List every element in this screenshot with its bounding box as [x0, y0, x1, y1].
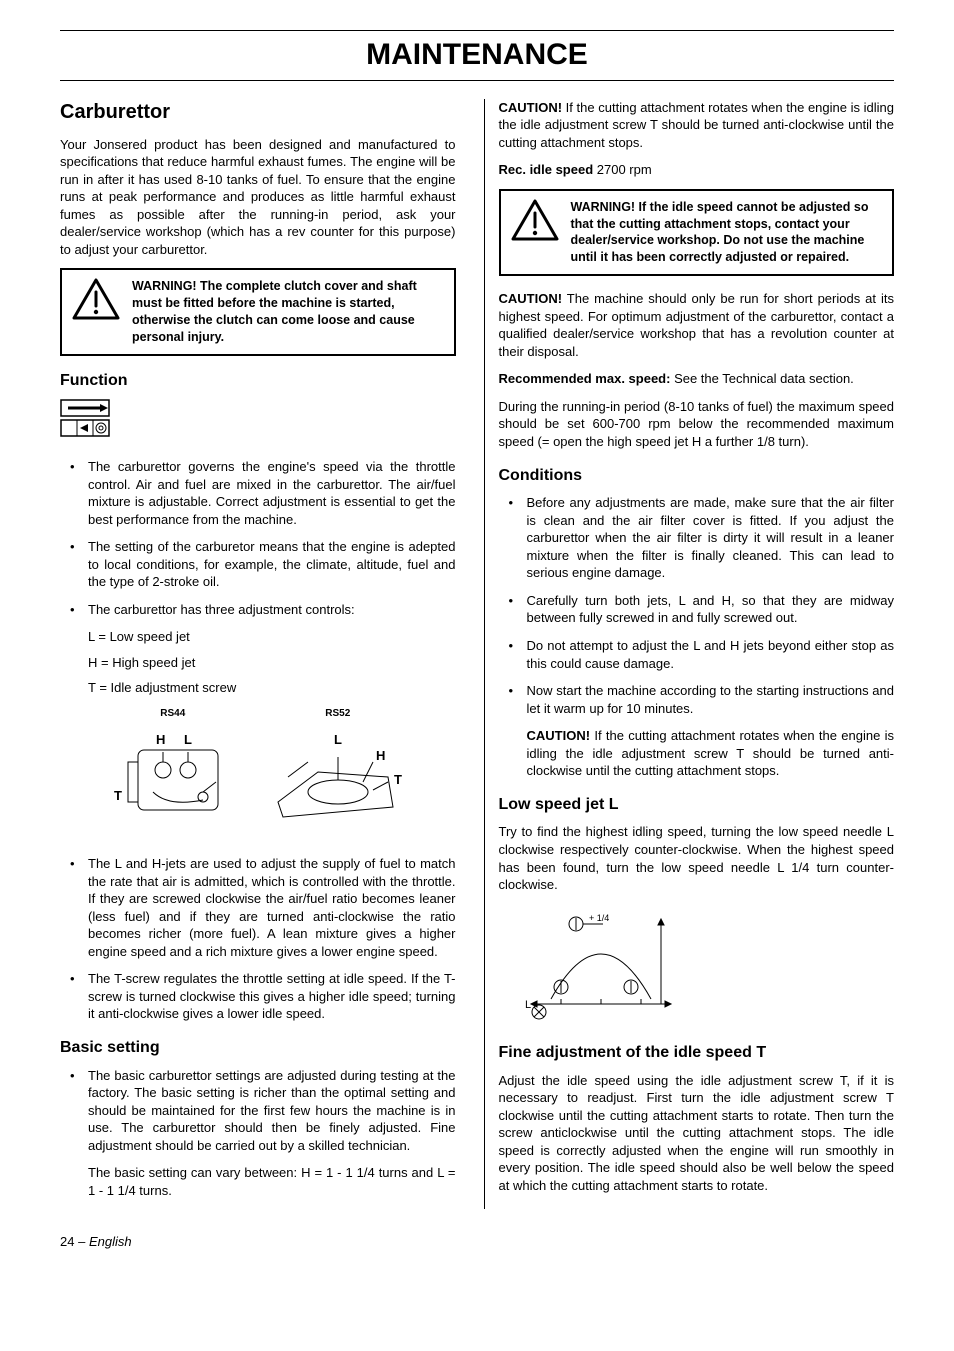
warning-triangle-icon: [511, 199, 559, 246]
running-in-note: During the running-in period (8-10 tanks…: [499, 398, 895, 451]
function-icon: [60, 399, 456, 444]
caution-2-label: CAUTION!: [499, 291, 563, 306]
cond-item-3: Do not attempt to adjust the L and H jet…: [499, 637, 895, 672]
cond-item-2: Carefully turn both jets, L and H, so th…: [499, 592, 895, 627]
carb-diagrams: RS44 H L T: [60, 707, 456, 837]
warning-triangle-icon: [72, 278, 120, 325]
low-speed-text: Try to find the highest idling speed, tu…: [499, 823, 895, 893]
conditions-list: Before any adjustments are made, make su…: [499, 494, 895, 717]
svg-text:T: T: [394, 772, 402, 787]
heading-conditions: Conditions: [499, 465, 895, 487]
left-column: Carburettor Your Jonsered product has be…: [60, 99, 456, 1210]
top-rule: [60, 30, 894, 31]
jet-definitions: L = Low speed jet H = High speed jet T =…: [60, 628, 456, 697]
function-item-4: The L and H-jets are used to adjust the …: [60, 855, 456, 960]
page-title: MAINTENANCE: [60, 35, 894, 76]
def-t: T = Idle adjustment screw: [60, 679, 456, 697]
warning-text-1: WARNING! The complete clutch cover and s…: [132, 278, 444, 346]
basic-setting-list: The basic carburettor settings are adjus…: [60, 1067, 456, 1155]
svg-text:L: L: [334, 732, 342, 747]
svg-text:H: H: [156, 732, 165, 747]
rec-idle-value: 2700 rpm: [593, 162, 652, 177]
caution-1: CAUTION! If the cutting attachment rotat…: [499, 99, 895, 152]
cond-caution-label: CAUTION!: [527, 728, 591, 743]
cond-caution: CAUTION! If the cutting attachment rotat…: [499, 727, 895, 780]
basic-item-1: The basic carburettor settings are adjus…: [60, 1067, 456, 1155]
heading-basic-setting: Basic setting: [60, 1037, 456, 1059]
caution-1-label: CAUTION!: [499, 100, 563, 115]
function-item-3: The carburettor has three adjustment con…: [60, 601, 456, 619]
rec-max-label: Recommended max. speed:: [499, 371, 671, 386]
two-column-layout: Carburettor Your Jonsered product has be…: [60, 99, 894, 1210]
rec-idle-label: Rec. idle speed: [499, 162, 594, 177]
title-underline: [60, 80, 894, 81]
function-list-2: The L and H-jets are used to adjust the …: [60, 855, 456, 1023]
fine-adjustment-text: Adjust the idle speed using the idle adj…: [499, 1072, 895, 1195]
rec-idle-speed: Rec. idle speed 2700 rpm: [499, 161, 895, 179]
heading-low-speed-jet: Low speed jet L: [499, 794, 895, 816]
diagram-label-rs52: RS52: [268, 707, 408, 721]
rec-max-speed: Recommended max. speed: See the Technica…: [499, 370, 895, 388]
svg-text:T: T: [114, 788, 122, 803]
warning-box-2: WARNING! If the idle speed cannot be adj…: [499, 189, 895, 277]
function-item-5: The T-screw regulates the throttle setti…: [60, 970, 456, 1023]
intro-paragraph: Your Jonsered product has been designed …: [60, 136, 456, 259]
diagram-rs44: RS44 H L T: [108, 707, 238, 837]
cond-item-1: Before any adjustments are made, make su…: [499, 494, 895, 582]
diagram-rs52: RS52 L H T: [268, 707, 408, 837]
diagram-label-rs44: RS44: [108, 707, 238, 721]
def-h: H = High speed jet: [60, 654, 456, 672]
heading-function: Function: [60, 370, 456, 392]
cond-item-4: Now start the machine according to the s…: [499, 682, 895, 717]
caution-2: CAUTION! The machine should only be run …: [499, 290, 895, 360]
function-item-2: The setting of the carburetor means that…: [60, 538, 456, 591]
function-item-1: The carburettor governs the engine's spe…: [60, 458, 456, 528]
page-footer: 24 – English: [60, 1233, 894, 1251]
warning-box-1: WARNING! The complete clutch cover and s…: [60, 268, 456, 356]
svg-text:H: H: [376, 748, 385, 763]
svg-text:+ 1/4: + 1/4: [589, 913, 609, 923]
footer-language: English: [89, 1234, 132, 1249]
basic-setting-range: The basic setting can vary between: H = …: [60, 1164, 456, 1199]
right-column: CAUTION! If the cutting attachment rotat…: [484, 99, 895, 1210]
svg-text:L: L: [184, 732, 192, 747]
footer-page-number: 24: [60, 1234, 74, 1249]
function-list: The carburettor governs the engine's spe…: [60, 458, 456, 618]
low-speed-curve-diagram: + 1/4 L: [521, 904, 895, 1029]
heading-fine-adjustment: Fine adjustment of the idle speed T: [499, 1042, 895, 1064]
rec-max-text: See the Technical data section.: [670, 371, 853, 386]
svg-text:L: L: [525, 999, 531, 1011]
heading-carburettor: Carburettor: [60, 99, 456, 126]
def-l: L = Low speed jet: [60, 628, 456, 646]
footer-dash: –: [78, 1234, 89, 1249]
warning-text-2: WARNING! If the idle speed cannot be adj…: [571, 199, 883, 267]
